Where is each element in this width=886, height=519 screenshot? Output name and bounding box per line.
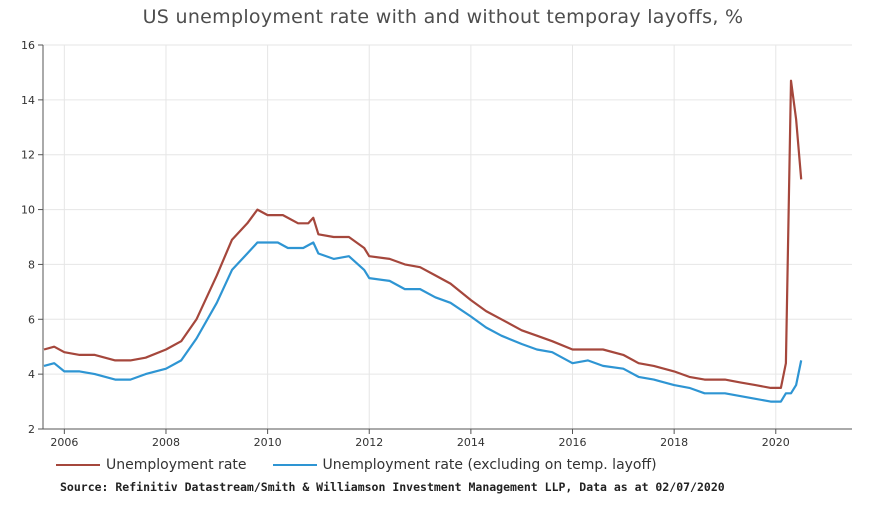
legend-label-unemployment-excluding-temp-layoff: Unemployment rate (excluding on temp. la… (322, 457, 657, 473)
y-tick-label: 8 (28, 258, 35, 271)
x-tick-label: 2006 (50, 436, 78, 449)
y-tick-label: 4 (28, 368, 35, 381)
series-lines (43, 79, 803, 403)
x-tick-label: 2014 (457, 436, 485, 449)
y-tick-label: 10 (21, 204, 35, 217)
y-tick-label: 16 (21, 39, 35, 52)
source-note: Source: Refinitiv Datastream/Smith & Wil… (60, 480, 725, 494)
y-tick-label: 6 (28, 313, 35, 326)
x-tick-label: 2010 (254, 436, 282, 449)
y-tick-label: 14 (21, 94, 35, 107)
legend-swatch-unemployment-rate (56, 464, 100, 466)
legend-item-unemployment-rate: Unemployment rate (56, 457, 247, 473)
legend-swatch-unemployment-excluding-temp-layoff (272, 464, 317, 466)
legend-label-unemployment-rate: Unemployment rate (106, 457, 247, 473)
y-tick-label: 12 (21, 149, 35, 162)
x-tick-label: 2016 (559, 436, 587, 449)
x-tick-label: 2020 (762, 436, 790, 449)
legend: Unemployment rate Unemployment rate (exc… (56, 457, 683, 473)
x-tick-label: 2012 (355, 436, 383, 449)
series-line-unemployment-excluding-temp-layoff (43, 241, 803, 403)
series-line-unemployment-rate (43, 79, 803, 389)
chart-title: US unemployment rate with and without te… (142, 6, 744, 28)
x-tick-label: 2018 (660, 436, 688, 449)
legend-item-unemployment-excluding-temp-layoff: Unemployment rate (excluding on temp. la… (272, 457, 657, 473)
gridlines (43, 44, 852, 430)
x-tick-label: 2008 (152, 436, 180, 449)
axes: 2 4 6 8 10 12 14 16 2006 2008 2010 2012 2014 2016 2018… (21, 39, 852, 449)
y-tick-label: 2 (28, 423, 35, 436)
